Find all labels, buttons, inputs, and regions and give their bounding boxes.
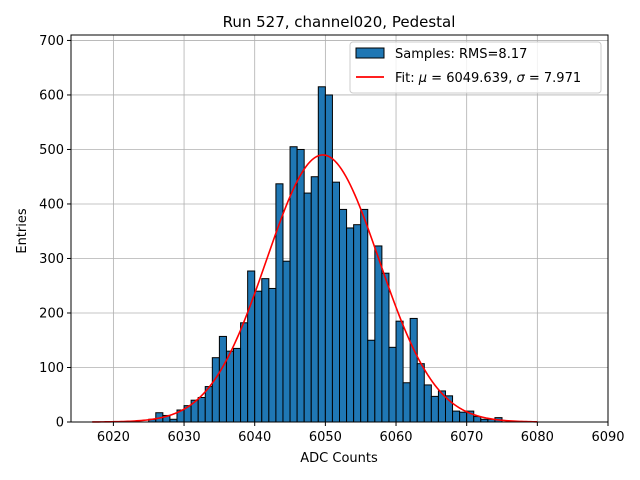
- legend-fit-label: Fit: μ = 6049.639, σ = 7.971: [395, 71, 581, 86]
- x-tick-label-7: 6090: [591, 430, 624, 445]
- histogram-bar-31: [310, 176, 319, 423]
- histogram-bar-30: [303, 192, 312, 423]
- y-tick-label-0: 0: [56, 416, 64, 431]
- histogram-bar-18: [218, 335, 227, 423]
- histogram-bar-34: [331, 181, 340, 423]
- histogram-bar-38: [360, 208, 369, 423]
- legend-histogram-swatch: [355, 47, 385, 59]
- histogram-bar-21: [240, 322, 249, 423]
- histogram-bar-19: [225, 350, 235, 423]
- y-tick-label-2: 200: [39, 306, 64, 321]
- x-tick-label-1: 6030: [168, 430, 201, 445]
- x-tick-label-5: 6070: [450, 430, 483, 445]
- x-tick-label-6: 6080: [521, 430, 554, 445]
- axes: [70, 34, 609, 423]
- histogram-bar-25: [268, 287, 277, 423]
- gaussian-fit-curve: [92, 154, 538, 423]
- fit-curve-layer: [92, 154, 538, 423]
- histogram-bar-45: [409, 317, 418, 423]
- legend-histogram-label: Samples: RMS=8.17: [395, 47, 527, 62]
- histogram-bar-48: [430, 395, 439, 423]
- histogram-bar-36: [346, 227, 355, 423]
- x-tick-label-4: 6060: [379, 430, 412, 445]
- histogram-bar-16: [204, 386, 213, 423]
- histogram-bar-27: [282, 260, 291, 423]
- histogram-bar-52: [459, 411, 468, 423]
- histogram-bar-37: [353, 224, 362, 423]
- histogram-bar-15: [197, 396, 206, 423]
- tick-labels: 6020 6030 6040 6050 6060 6070 6080 6090 0 100 200 3…: [39, 34, 624, 445]
- histogram-bar-29: [296, 148, 305, 423]
- legend-frame: [349, 41, 602, 94]
- histogram-bar-43: [395, 320, 404, 423]
- plot-frame: [70, 34, 609, 423]
- x-tick-label-0: 6020: [97, 430, 130, 445]
- histogram-bar-40: [374, 245, 383, 423]
- legend: Samples: RMS=8.17 Fit: μ = 6049.639, σ =…: [349, 41, 602, 94]
- histogram-bar-51: [452, 410, 461, 423]
- chart-title: Run 527, channel020, Pedestal: [223, 13, 456, 31]
- histogram-bar-54: [473, 416, 482, 423]
- y-tick-label-6: 600: [39, 88, 64, 103]
- y-tick-label-4: 400: [39, 197, 64, 212]
- histogram-bar-33: [324, 94, 333, 423]
- histogram-bar-44: [402, 382, 411, 423]
- histogram-bar-23: [254, 290, 263, 423]
- histogram-bar-47: [423, 384, 432, 423]
- histogram-bar-17: [211, 357, 220, 423]
- x-tick-label-3: 6050: [309, 430, 342, 445]
- histogram-bars: [148, 86, 503, 423]
- histogram-bar-39: [367, 339, 376, 423]
- y-tick-label-3: 300: [39, 252, 64, 267]
- histogram-bar-32: [317, 86, 326, 423]
- histogram-bar-24: [261, 278, 270, 423]
- x-axis-label: ADC Counts: [300, 451, 378, 466]
- y-tick-label-5: 500: [39, 143, 64, 158]
- y-tick-label-1: 100: [39, 361, 64, 376]
- y-axis-label: Entries: [15, 208, 30, 254]
- histogram-bar-46: [416, 363, 425, 423]
- y-tick-label-7: 700: [39, 34, 64, 49]
- histogram-bar-41: [381, 272, 390, 423]
- x-tick-label-2: 6040: [238, 430, 271, 445]
- histogram-bar-22: [247, 270, 256, 423]
- histogram-bar-42: [388, 346, 397, 423]
- histogram-bar-20: [233, 347, 242, 423]
- histogram-bar-26: [275, 183, 284, 423]
- histogram-bar-35: [339, 208, 348, 423]
